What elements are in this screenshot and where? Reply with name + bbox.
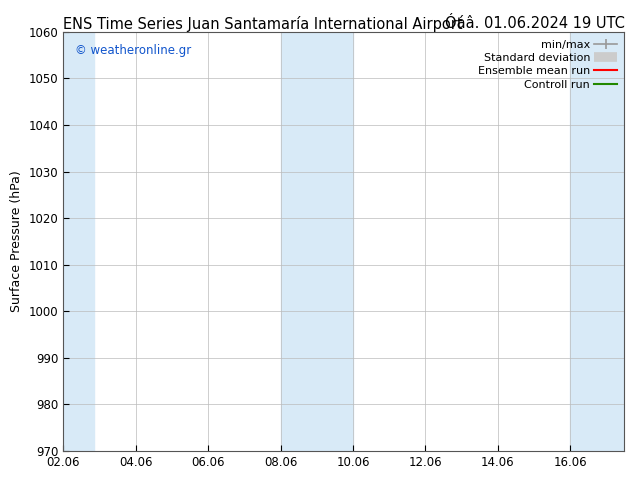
Text: Óáâ. 01.06.2024 19 UTC: Óáâ. 01.06.2024 19 UTC: [444, 16, 624, 31]
Bar: [570, 32, 624, 451]
Bar: [281, 32, 353, 451]
Text: © weatheronline.gr: © weatheronline.gr: [75, 45, 191, 57]
Legend: min/max, Standard deviation, Ensemble mean run, Controll run: min/max, Standard deviation, Ensemble me…: [474, 35, 621, 94]
Bar: [63, 32, 94, 451]
Text: ENS Time Series Juan Santamaría International Airport: ENS Time Series Juan Santamaría Internat…: [63, 16, 463, 32]
Y-axis label: Surface Pressure (hPa): Surface Pressure (hPa): [10, 171, 23, 312]
